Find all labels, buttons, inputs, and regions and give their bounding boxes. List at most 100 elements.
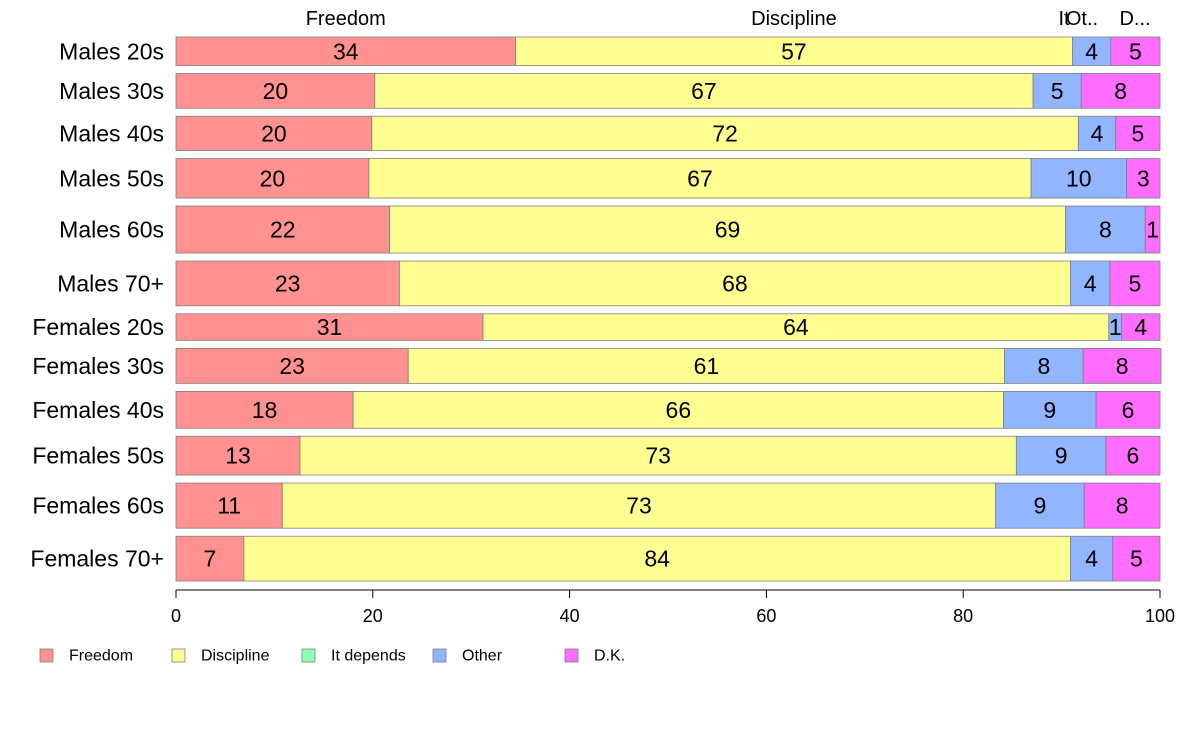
bar-segment-d-k	[1115, 115, 1161, 152]
data-label: 4	[1085, 38, 1098, 64]
legend-item-discipline: Discipline	[171, 648, 270, 665]
bar-segment-freedom	[175, 115, 373, 152]
data-label: 72	[712, 120, 738, 146]
data-label: 18	[252, 397, 278, 423]
x-tick-label: 80	[953, 606, 973, 626]
bar-segment-d-k	[1112, 535, 1161, 582]
legend-item-other: Other	[432, 648, 503, 665]
data-label: 61	[694, 353, 720, 379]
bar-segment-discipline	[281, 482, 997, 529]
bar-row-females-50s: Females 50s 13 73 9 6	[32, 435, 1161, 476]
legend-item-freedom: Freedom	[39, 648, 133, 665]
bar-row-females-30s: Females 30s 23 61 8 8	[32, 347, 1162, 384]
data-label: 22	[270, 217, 296, 243]
bar-segment-other	[1004, 347, 1084, 384]
bar-row-females-40s: Females 40s 18 66 9 6	[32, 390, 1161, 429]
data-label: 20	[261, 120, 287, 146]
category-label: Males 20s	[59, 38, 164, 64]
category-label: Females 20s	[32, 314, 164, 340]
legend-swatch	[39, 648, 54, 663]
bar-segment-d-k	[1095, 390, 1161, 429]
data-label: 3	[1137, 165, 1150, 191]
bar-segment-d-k	[1121, 313, 1161, 341]
bar-segment-discipline	[389, 205, 1066, 254]
data-label: 34	[333, 38, 359, 64]
bar-segment-freedom	[175, 390, 354, 429]
bar-row-males-60s: Males 60s 22 69 8 1	[59, 205, 1161, 254]
bar-segment-other	[1077, 115, 1117, 152]
bar-segment-other	[1032, 73, 1082, 109]
bar-segment-d-k	[1109, 260, 1161, 307]
category-label: Females 70+	[30, 546, 164, 572]
data-label: 8	[1114, 78, 1127, 104]
column-header: D...	[1119, 8, 1150, 30]
data-label: 4	[1084, 270, 1097, 296]
category-label: Males 70+	[57, 270, 164, 296]
column-header: Ot..	[1066, 8, 1098, 30]
legend-label: Freedom	[69, 648, 133, 665]
category-label: Females 40s	[32, 397, 164, 423]
bar-segment-freedom	[175, 158, 370, 199]
bar-row-males-40s: Males 40s 20 72 4 5	[59, 115, 1161, 152]
category-label: Males 40s	[59, 120, 164, 146]
data-label: 31	[317, 314, 343, 340]
bar-segment-d-k	[1083, 482, 1161, 529]
data-label: 67	[691, 78, 717, 104]
legend-label: Discipline	[201, 648, 270, 665]
legend-swatch	[432, 648, 447, 663]
category-label: Males 50s	[59, 165, 164, 191]
data-label: 11	[217, 493, 241, 519]
data-label: 57	[781, 38, 807, 64]
data-label: 13	[225, 443, 251, 469]
bar-segment-other	[995, 482, 1085, 529]
data-label: 20	[263, 78, 289, 104]
column-header: It	[1058, 8, 1070, 30]
bar-row-females-70: Females 70+ 7 84 4 5	[30, 535, 1161, 582]
category-label: Females 30s	[32, 353, 164, 379]
bar-segment-discipline	[515, 36, 1073, 66]
data-label: 8	[1037, 353, 1050, 379]
data-label: 8	[1116, 493, 1129, 519]
data-label: 73	[645, 443, 671, 469]
bar-segment-discipline	[352, 390, 1004, 429]
data-label: 8	[1116, 353, 1129, 379]
category-label: Males 30s	[59, 78, 164, 104]
bar-segment-discipline	[371, 115, 1079, 152]
data-label: 5	[1131, 120, 1144, 146]
column-header: Freedom	[306, 8, 386, 30]
data-label: 23	[275, 270, 301, 296]
x-tick-label: 100	[1145, 606, 1175, 626]
bar-segment-other	[1030, 158, 1127, 199]
data-label: 5	[1129, 270, 1142, 296]
data-label: 4	[1085, 546, 1098, 572]
bar-segment-d-k	[1126, 158, 1161, 199]
bar-segment-d-k	[1110, 36, 1161, 66]
category-label: Females 50s	[32, 443, 164, 469]
bar-segment-freedom	[175, 73, 376, 109]
data-label: 66	[666, 397, 692, 423]
bar-segment-freedom	[175, 482, 283, 529]
bar-segment-d-k	[1080, 73, 1161, 109]
bar-segment-freedom	[175, 36, 516, 66]
data-label: 4	[1134, 314, 1147, 340]
data-label: 6	[1122, 397, 1135, 423]
x-axis: 0 20 40 60 80 100	[171, 589, 1175, 626]
data-label: 5	[1129, 38, 1142, 64]
data-label: 1	[1109, 314, 1122, 340]
bar-segment-discipline	[374, 73, 1034, 109]
legend-item-it-depends: It depends	[301, 648, 406, 665]
category-label: Females 60s	[32, 493, 164, 519]
data-label: 73	[626, 493, 652, 519]
data-label: 9	[1055, 443, 1068, 469]
bar-segment-other	[1070, 260, 1111, 307]
bar-segment-d-k	[1082, 347, 1162, 384]
data-label: 67	[687, 165, 713, 191]
bar-segment-other	[1065, 205, 1146, 254]
data-label: 20	[260, 165, 286, 191]
x-tick-label: 0	[171, 606, 181, 626]
bar-segment-freedom	[175, 313, 484, 341]
x-tick-label: 60	[756, 606, 776, 626]
bar-row-males-70: Males 70+ 23 68 4 5	[57, 260, 1161, 307]
